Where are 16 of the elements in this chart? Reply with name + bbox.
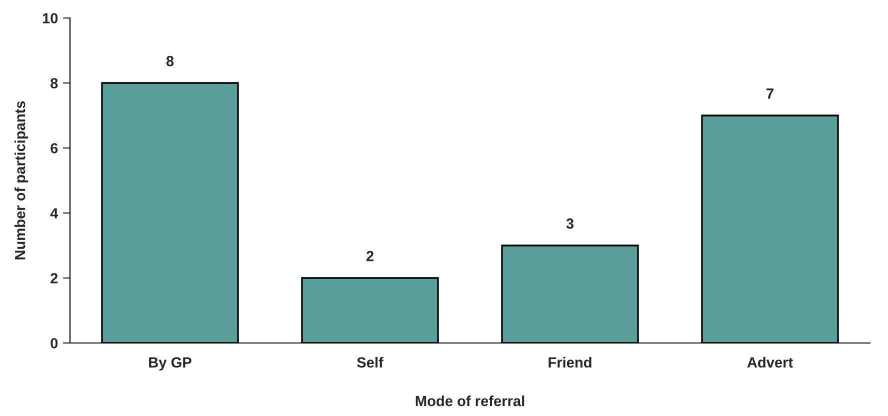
y-tick-label: 4	[50, 208, 58, 218]
x-axis-title: Mode of referral	[416, 395, 524, 406]
x-tick-label: By GP	[149, 357, 192, 370]
y-tick-label: 2	[50, 273, 58, 284]
data-label: 8	[166, 56, 174, 66]
x-tick-label: Friend	[548, 356, 592, 368]
y-tick-label: 8	[50, 78, 58, 88]
x-tick-label: Self	[357, 356, 384, 368]
y-axis-title: Number of participants	[14, 101, 28, 260]
y-tick-label: 10	[42, 13, 58, 24]
y-tick-label: 0	[50, 338, 58, 348]
data-label: 7	[766, 88, 774, 99]
y-tick-label: 6	[50, 143, 58, 154]
data-label: 3	[566, 218, 574, 229]
x-tick-label: Advert	[747, 356, 793, 368]
data-label: 2	[366, 250, 374, 262]
